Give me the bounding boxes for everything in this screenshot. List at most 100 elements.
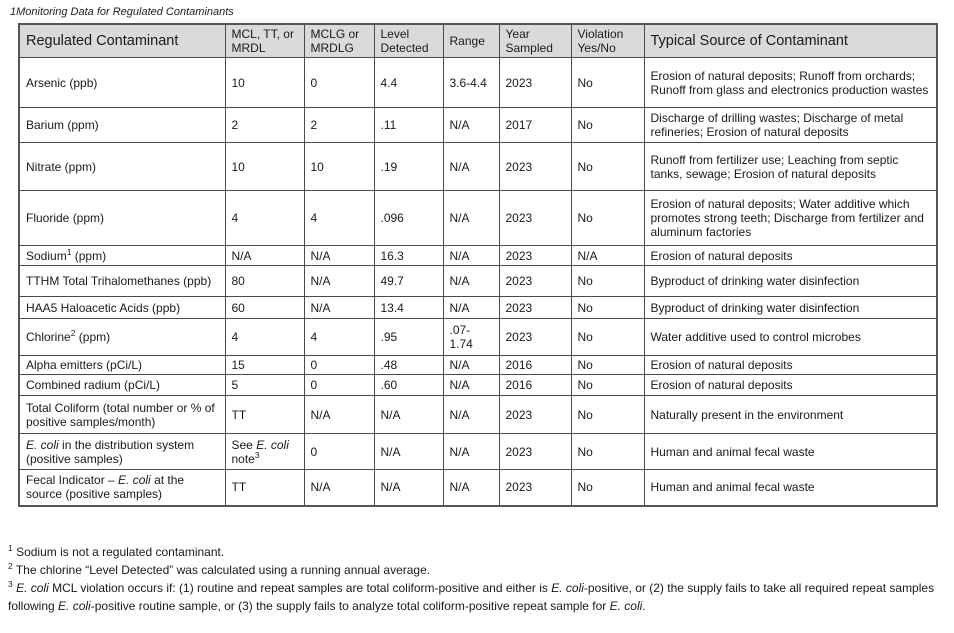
level-detected-value: .19 [373,142,444,191]
footnote-ecoli: 3 E. coli MCL violation occurs if: (1) r… [8,578,935,613]
table-row: Fluoride (ppm) 4 4.096 N/A 2023 No Erosion of … [18,190,938,246]
year-sampled-value: 2023 [498,469,572,506]
col-range: Range [442,23,500,58]
violation-value: No [570,142,645,191]
range-value: N/A [442,245,500,266]
level-detected-value: .096 [373,190,444,246]
violation-value: No [570,318,645,356]
year-sampled-value: 2023 [498,142,572,191]
range-value: N/A [442,395,500,434]
year-sampled-value: 2023 [498,395,572,434]
mcl-value: 80 [224,265,305,297]
contaminant-name: Nitrate (ppm) [18,142,226,191]
typical-source-text: Erosion of natural deposits [643,374,938,396]
mclg-value: 10 [303,142,375,191]
contaminant-name: Barium (ppm) [18,107,226,143]
contaminant-name: Combined radium (pCi/L) [18,374,226,396]
footnote-chlorine: 2 The chlorine “Level Detected” was calc… [8,560,431,577]
col-year-sampled: Year Sampled [498,23,572,58]
table-row: Sodium1 (ppm) N/A N/A 16.3 N/A 2023 N/A Erosion… [18,245,938,266]
contaminant-name: Alpha emitters (pCi/L) [18,355,226,375]
level-detected-value: 16.3 [373,245,444,266]
range-value: N/A [442,265,500,297]
year-sampled-value: 2017 [498,107,572,143]
typical-source-text: Water additive used to control microbes [643,318,938,356]
level-detected-value: .48 [373,355,444,375]
typical-source-text: Human and animal fecal waste [643,433,938,470]
mcl-value: N/A [224,245,305,266]
violation-value: No [570,374,645,396]
range-value: N/A [442,469,500,506]
table-row: E. coli in the distribution system (posi… [18,433,938,470]
table-row: TTHM Total Trihalomethanes (ppb) 80 N/A 49.… [18,265,938,297]
mcl-value: 4 [224,190,305,246]
table-row: Total Coliform (total number or % of pos… [18,395,938,434]
range-value: N/A [442,433,500,470]
contaminant-name: Sodium1 (ppm) [18,245,226,266]
mcl-value: 15 [224,355,305,375]
year-sampled-value: 2023 [498,296,572,319]
col-typical-source: Typical Source of Contaminant [643,23,938,58]
mcl-value: See E. coli note3 [224,433,305,470]
mclg-value: N/A [303,296,375,319]
typical-source-text: Runoff from fertilizer use; Leaching fro… [643,142,938,191]
mcl-value: TT [224,395,305,434]
table-row: Barium (ppm) 2 2.11 N/A 2017 No Discharge of d… [18,107,938,143]
year-sampled-value: 2023 [498,57,572,108]
contaminant-name: Fecal Indicator – E. coli at the source … [18,469,226,506]
col-level-detected: Level Detected [373,23,444,58]
mclg-value: 4 [303,190,375,246]
contaminant-name: HAA5 Haloacetic Acids (ppb) [18,296,226,319]
table-row: Alpha emitters (pCi/L) 15 0.48 N/A 2016 No Ero… [18,355,938,375]
typical-source-text: Human and animal fecal waste [643,469,938,506]
range-value: N/A [442,296,500,319]
range-value: N/A [442,190,500,246]
typical-source-text: Erosion of natural deposits; Runoff from… [643,57,938,108]
contaminants-tbody: Arsenic (ppb) 10 0 4.4 3.6-4.4 2023 No Erosion … [18,57,938,506]
mclg-value: N/A [303,245,375,266]
level-detected-value: .11 [373,107,444,143]
mclg-value: 4 [303,318,375,356]
mcl-value: 5 [224,374,305,396]
range-value: N/A [442,374,500,396]
range-value: N/A [442,107,500,143]
mcl-value: 4 [224,318,305,356]
level-detected-value: 49.7 [373,265,444,297]
violation-value: No [570,469,645,506]
typical-source-text: Byproduct of drinking water disinfection [643,265,938,297]
table-header: Regulated Contaminant MCL, TT, or MRDL MCL… [18,23,938,58]
mcl-value: 10 [224,142,305,191]
violation-value: No [570,107,645,143]
violation-value: No [570,190,645,246]
typical-source-text: Erosion of natural deposits; Water addit… [643,190,938,246]
year-sampled-value: 2016 [498,374,572,396]
col-mclg-mrdlg: MCLG or MRDLG [303,23,375,58]
year-sampled-value: 2023 [498,245,572,266]
footnote-sodium: 1 Sodium is not a regulated contaminant. [8,542,225,559]
table-row: HAA5 Haloacetic Acids (ppb) 60 N/A 13.4 N/A 2… [18,296,938,319]
table-row: Combined radium (pCi/L) 5 0.60 N/A 2016 No Ero… [18,374,938,396]
typical-source-text: Erosion of natural deposits [643,355,938,375]
violation-value: No [570,355,645,375]
range-value: .07-1.74 [442,318,500,356]
level-detected-value: N/A [373,395,444,434]
header-row: Regulated Contaminant MCL, TT, or MRDL MCL… [18,23,938,58]
level-detected-value: .95 [373,318,444,356]
table-row: Chlorine2 (ppm) 4 4.95.07-1.74 2023 No Water … [18,318,938,356]
year-sampled-value: 2023 [498,265,572,297]
level-detected-value: 13.4 [373,296,444,319]
range-value: N/A [442,355,500,375]
violation-value: N/A [570,245,645,266]
contaminant-name: TTHM Total Trihalomethanes (ppb) [18,265,226,297]
violation-value: No [570,395,645,434]
mclg-value: 0 [303,433,375,470]
level-detected-value: N/A [373,469,444,506]
violation-value: No [570,433,645,470]
mclg-value: 0 [303,57,375,108]
typical-source-text: Naturally present in the environment [643,395,938,434]
mclg-value: 2 [303,107,375,143]
mcl-value: 2 [224,107,305,143]
mclg-value: N/A [303,469,375,506]
footnotes-section: 1 Sodium is not a regulated contaminant.… [8,543,946,615]
mcl-value: 60 [224,296,305,319]
